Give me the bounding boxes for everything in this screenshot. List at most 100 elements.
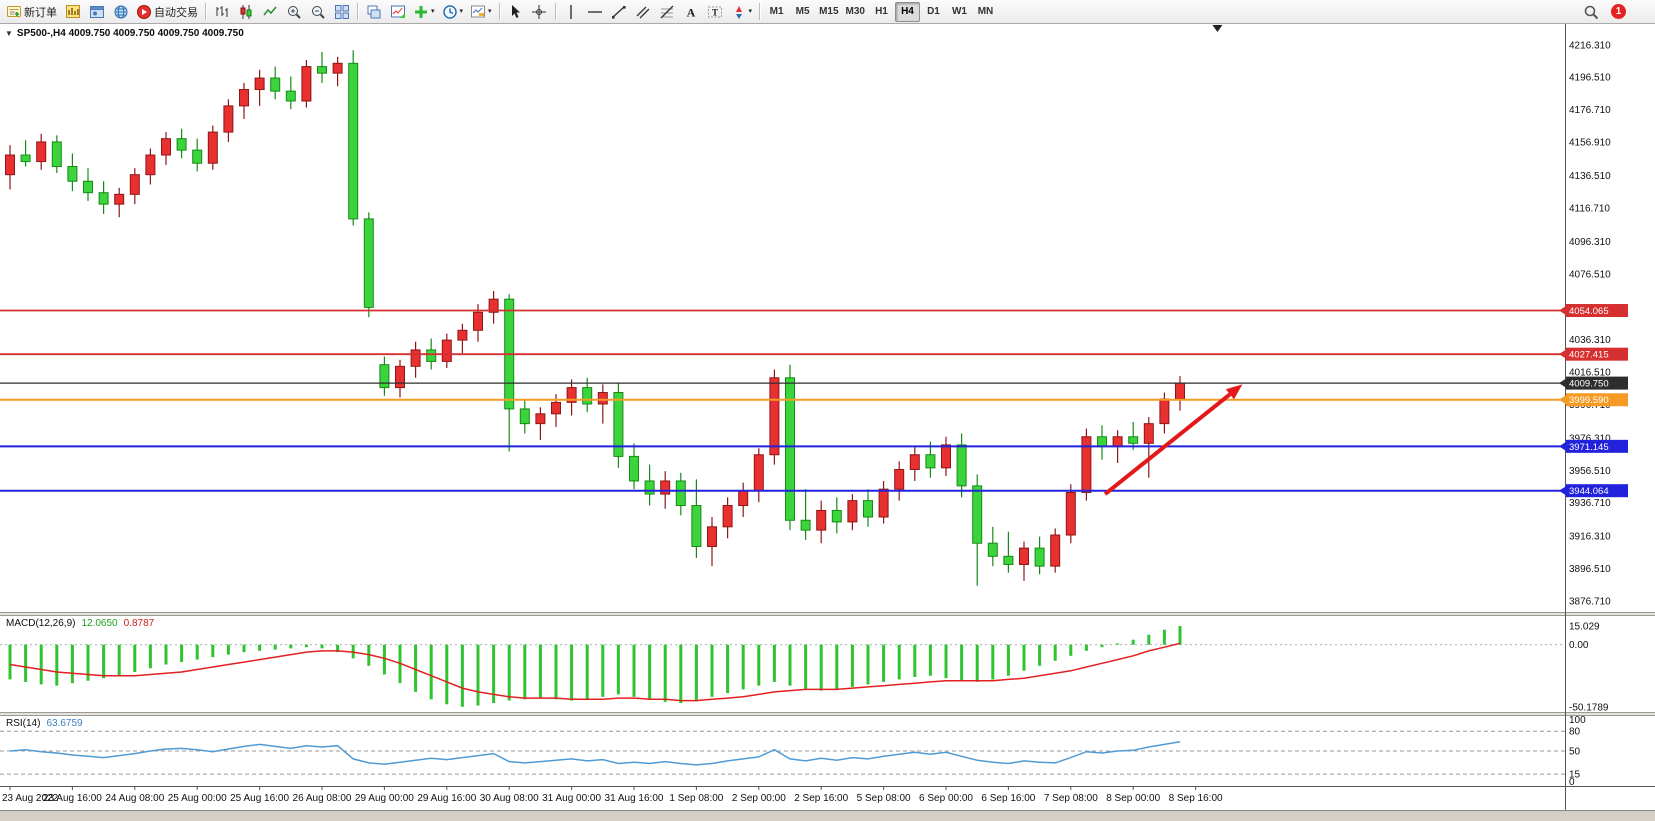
chart-line-button[interactable] bbox=[258, 2, 281, 22]
new-order-button[interactable]: 新订单 bbox=[3, 2, 60, 22]
horizontal-line-button[interactable] bbox=[584, 2, 607, 22]
svg-text:6 Sep 16:00: 6 Sep 16:00 bbox=[981, 793, 1035, 804]
navigator-button[interactable] bbox=[85, 2, 108, 22]
chart-shift-marker[interactable] bbox=[1212, 25, 1223, 32]
arrows-button[interactable]: ▾ bbox=[728, 2, 756, 22]
svg-text:4036.310: 4036.310 bbox=[1569, 335, 1611, 346]
macd-main-value: 12.0650 bbox=[81, 618, 118, 629]
svg-text:26 Aug 08:00: 26 Aug 08:00 bbox=[293, 793, 352, 804]
svg-text:8 Sep 00:00: 8 Sep 00:00 bbox=[1106, 793, 1160, 804]
svg-text:30 Aug 08:00: 30 Aug 08:00 bbox=[480, 793, 539, 804]
trendline-button[interactable] bbox=[608, 2, 631, 22]
svg-text:4216.310: 4216.310 bbox=[1569, 40, 1611, 51]
svg-text:25 Aug 16:00: 25 Aug 16:00 bbox=[230, 793, 289, 804]
cursor-button[interactable] bbox=[504, 2, 527, 22]
fibonacci-icon bbox=[660, 5, 674, 18]
svg-text:5 Sep 08:00: 5 Sep 08:00 bbox=[857, 793, 911, 804]
dropdown-caret-icon: ▾ bbox=[748, 8, 753, 15]
chart-candles-button[interactable] bbox=[234, 2, 257, 22]
svg-text:15.029: 15.029 bbox=[1569, 622, 1600, 633]
notification-badge[interactable]: 1 bbox=[1611, 4, 1626, 19]
chart-bars-button[interactable] bbox=[210, 2, 233, 22]
svg-text:3976.310: 3976.310 bbox=[1569, 433, 1611, 444]
templates-button[interactable]: ▾ bbox=[467, 2, 495, 22]
text-button[interactable]: A bbox=[680, 2, 703, 22]
zoom-out-button[interactable] bbox=[306, 2, 329, 22]
svg-text:3956.510: 3956.510 bbox=[1569, 466, 1611, 477]
svg-text:8 Sep 16:00: 8 Sep 16:00 bbox=[1169, 793, 1223, 804]
timeframe-M5-button[interactable]: M5 bbox=[790, 2, 815, 22]
periods-button[interactable]: ▾ bbox=[439, 2, 467, 22]
clock-icon bbox=[442, 4, 457, 19]
timeframe-MN-button[interactable]: MN bbox=[973, 2, 998, 22]
timeframe-M15-button[interactable]: M15 bbox=[816, 2, 841, 22]
svg-text:4076.510: 4076.510 bbox=[1569, 269, 1611, 280]
svg-text:4116.710: 4116.710 bbox=[1569, 203, 1610, 214]
text-label-icon: T bbox=[708, 6, 723, 17]
crosshair-icon bbox=[532, 4, 547, 19]
text-label-button[interactable]: T bbox=[704, 2, 727, 22]
tile-windows-button[interactable] bbox=[330, 2, 353, 22]
toolbar-right: 1 bbox=[1579, 2, 1626, 22]
svg-text:4196.510: 4196.510 bbox=[1569, 73, 1611, 84]
rsi-value: 63.6759 bbox=[46, 718, 83, 729]
svg-text:4009.750: 4009.750 bbox=[1569, 379, 1609, 390]
dropdown-caret-icon: ▾ bbox=[431, 8, 435, 15]
svg-text:3999.590: 3999.590 bbox=[1569, 395, 1609, 406]
macd-signal-line bbox=[9, 642, 1181, 702]
trendline-icon bbox=[612, 5, 626, 19]
fibonacci-button[interactable] bbox=[656, 2, 679, 22]
macd-histogram bbox=[8, 626, 1182, 707]
new-chart-button[interactable] bbox=[386, 2, 409, 22]
svg-text:4054.065: 4054.065 bbox=[1569, 306, 1609, 317]
svg-text:100: 100 bbox=[1569, 715, 1586, 726]
svg-text:4096.310: 4096.310 bbox=[1569, 237, 1611, 248]
svg-text:4016.510: 4016.510 bbox=[1569, 368, 1611, 379]
navigator-icon bbox=[89, 5, 104, 18]
svg-text:4176.710: 4176.710 bbox=[1569, 105, 1611, 116]
crosshair-button[interactable] bbox=[528, 2, 551, 22]
collapse-chart-icon[interactable]: ▼ bbox=[5, 29, 13, 38]
timeframe-H1-button[interactable]: H1 bbox=[869, 2, 894, 22]
macd-signal-value: 0.8787 bbox=[123, 618, 155, 629]
svg-text:4156.910: 4156.910 bbox=[1569, 138, 1611, 149]
svg-text:15: 15 bbox=[1569, 770, 1581, 781]
toolbar-separator bbox=[205, 3, 206, 20]
toolbar-separator bbox=[554, 3, 556, 20]
timeframe-W1-button[interactable]: W1 bbox=[947, 2, 972, 22]
svg-text:3876.710: 3876.710 bbox=[1569, 597, 1611, 608]
rsi-indicator-label: RSI(14) 63.6759 bbox=[6, 718, 83, 729]
vertical-line-icon bbox=[570, 4, 572, 19]
svg-text:3896.510: 3896.510 bbox=[1569, 564, 1611, 575]
vertical-line-button[interactable] bbox=[560, 2, 583, 22]
trend-arrow[interactable] bbox=[1103, 384, 1243, 496]
zoom-in-button[interactable] bbox=[282, 2, 305, 22]
svg-text:31 Aug 00:00: 31 Aug 00:00 bbox=[542, 793, 601, 804]
channel-icon bbox=[636, 6, 650, 18]
timeframe-D1-button[interactable]: D1 bbox=[921, 2, 946, 22]
svg-text:31 Aug 16:00: 31 Aug 16:00 bbox=[605, 793, 664, 804]
timeframe-M1-button[interactable]: M1 bbox=[764, 2, 789, 22]
market-watch-button[interactable] bbox=[61, 2, 84, 22]
channel-button[interactable] bbox=[632, 2, 655, 22]
autotrading-button[interactable]: 自动交易 bbox=[133, 2, 201, 22]
cascade-windows-button[interactable] bbox=[362, 2, 385, 22]
toolbar-separator bbox=[759, 3, 761, 20]
search-button[interactable] bbox=[1579, 2, 1602, 22]
terminal-button[interactable] bbox=[109, 2, 132, 22]
new-order-label: 新订单 bbox=[24, 6, 57, 19]
timeframe-H4-button[interactable]: H4 bbox=[894, 1, 920, 22]
indicators-button[interactable]: ▾ bbox=[410, 2, 438, 22]
macd-name: MACD(12,26,9) bbox=[6, 618, 76, 629]
svg-text:4136.510: 4136.510 bbox=[1569, 171, 1611, 182]
svg-text:4027.415: 4027.415 bbox=[1569, 350, 1609, 361]
price-badge-4027.415: 4027.415 bbox=[1559, 347, 1628, 361]
arrow-objects-icon bbox=[735, 5, 742, 19]
chart-window-title: ▼ SP500-,H4 4009.750 4009.750 4009.750 4… bbox=[5, 28, 244, 39]
price-axis[interactable]: 4216.310 4196.510 4176.710 4156.910 4136.510… bbox=[1559, 40, 1628, 788]
autotrading-icon bbox=[137, 4, 151, 19]
timeframe-M30-button[interactable]: M30 bbox=[843, 2, 868, 22]
bar-chart-icon bbox=[216, 5, 227, 17]
